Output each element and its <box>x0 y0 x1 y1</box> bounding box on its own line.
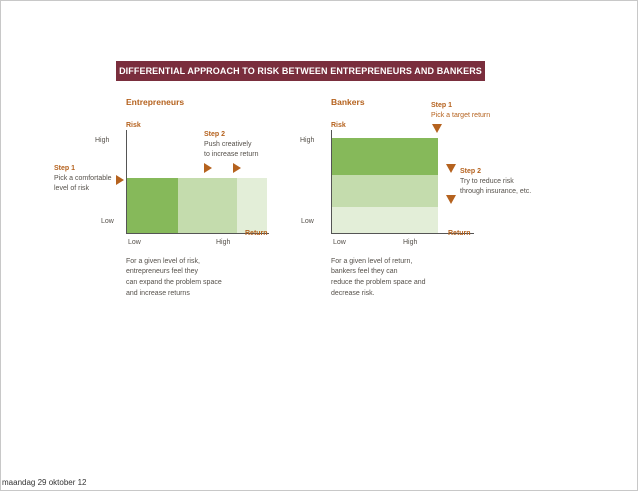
entrepreneurs-caption-line1: For a given level of risk, <box>126 258 200 265</box>
bankers-step2-line2: through insurance, etc. <box>460 188 532 195</box>
bankers-area-light <box>332 207 438 233</box>
bankers-return-axis-label: Return <box>448 230 471 237</box>
bankers-step2-arrow-down-icon <box>446 164 456 173</box>
bankers-caption-line4: decrease risk. <box>331 290 375 297</box>
entrepreneurs-return-low-label: Low <box>128 239 141 246</box>
entrepreneurs-heading: Entrepreneurs <box>126 97 185 107</box>
bankers-caption-line2: bankers feel they can <box>331 268 398 275</box>
entrepreneurs-area-light <box>237 178 267 233</box>
bankers-return-high-label: High <box>403 239 418 246</box>
bankers-step2-title: Step 2 <box>460 168 482 175</box>
bankers-step1-title: Step 1 <box>431 102 453 109</box>
entrepreneurs-step2-line1: Push creatively <box>204 141 252 148</box>
bankers-y-axis <box>331 130 332 234</box>
step2-arrow-right-icon-2 <box>233 163 241 173</box>
entrepreneurs-return-axis-label: Return <box>245 230 268 237</box>
entrepreneurs-step2-line2: to increase return <box>204 151 259 158</box>
entrepreneurs-caption-line3: can expand the problem space <box>126 279 222 286</box>
entrepreneurs-area-mid <box>178 178 237 233</box>
entrepreneurs-step1-title: Step 1 <box>54 165 76 172</box>
step1-arrow-right-icon <box>116 175 124 185</box>
slide-date-footer: maandag 29 oktober 12 <box>2 478 87 487</box>
entrepreneurs-risk-high-label: High <box>95 137 110 144</box>
bankers-step2-line1: Try to reduce risk <box>460 178 514 185</box>
bankers-step2-arrow-down-icon-2 <box>446 195 456 204</box>
bankers-area-dark <box>332 138 438 175</box>
bankers-x-axis <box>331 233 474 234</box>
entrepreneurs-caption-line4: and increase returns <box>126 290 190 297</box>
bankers-heading: Bankers <box>331 97 365 107</box>
step2-arrow-right-icon <box>204 163 212 173</box>
entrepreneurs-y-axis <box>126 130 127 234</box>
bankers-return-low-label: Low <box>333 239 346 246</box>
entrepreneurs-step1-line2: level of risk <box>54 185 90 192</box>
entrepreneurs-step2-title: Step 2 <box>204 131 226 138</box>
slide-title-banner: DIFFERENTIAL APPROACH TO RISK BETWEEN EN… <box>116 61 485 81</box>
entrepreneurs-step1-line1: Pick a comfortable <box>54 175 112 182</box>
entrepreneurs-return-high-label: High <box>216 239 231 246</box>
entrepreneurs-caption-line2: entrepreneurs feel they <box>126 268 198 275</box>
bankers-risk-high-label: High <box>300 137 315 144</box>
bankers-caption-line1: For a given level of return, <box>331 258 413 265</box>
bankers-area-mid <box>332 175 438 207</box>
bankers-caption-line3: reduce the problem space and <box>331 279 426 286</box>
entrepreneurs-x-axis <box>126 233 269 234</box>
entrepreneurs-area-dark <box>127 178 178 233</box>
bankers-risk-axis-label: Risk <box>331 122 346 129</box>
bankers-risk-low-label: Low <box>301 218 314 225</box>
entrepreneurs-risk-axis-label: Risk <box>126 122 141 129</box>
bankers-step1-line1: Pick a target return <box>431 112 491 119</box>
bankers-step1-arrow-down-icon <box>432 124 442 133</box>
entrepreneurs-risk-low-label: Low <box>101 218 114 225</box>
